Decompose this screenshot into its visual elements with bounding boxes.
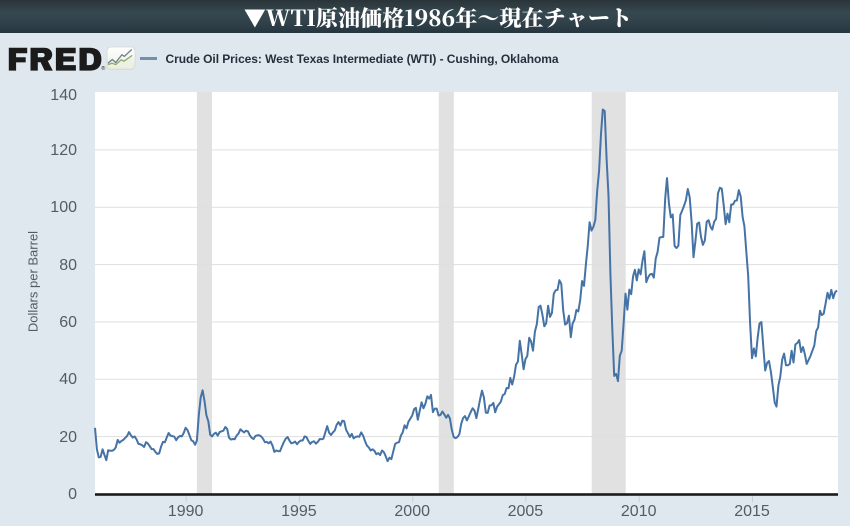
svg-text:®: ® bbox=[101, 65, 105, 72]
